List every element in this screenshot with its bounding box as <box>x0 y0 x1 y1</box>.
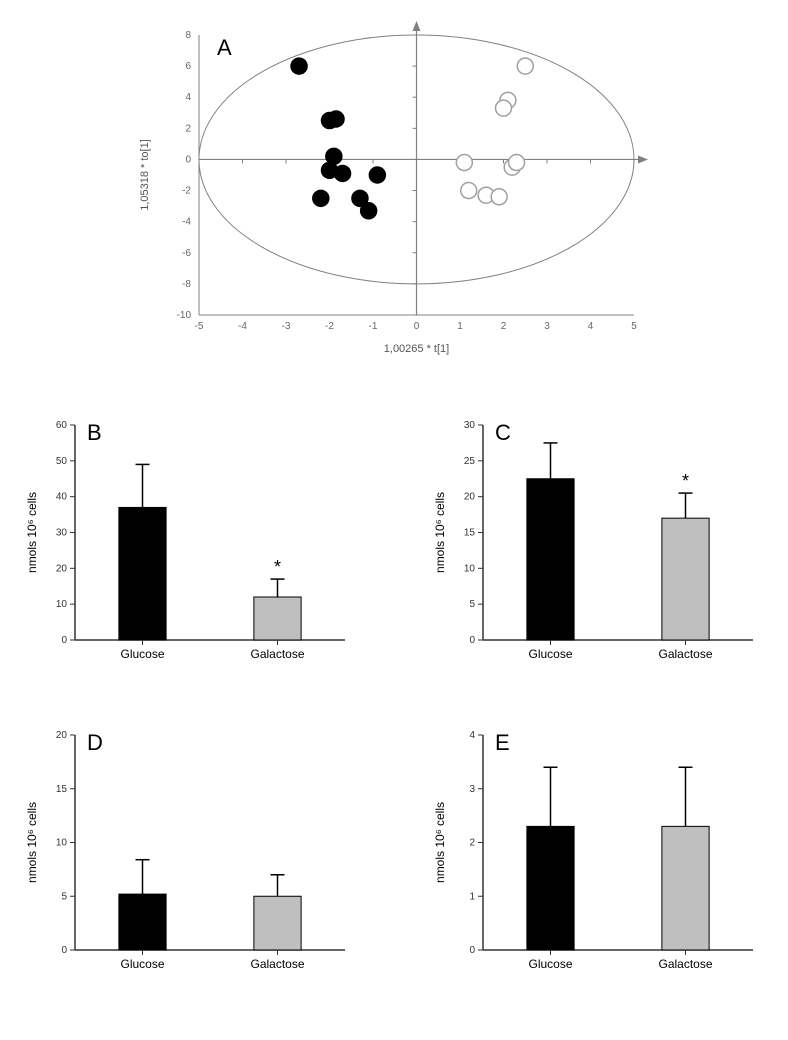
bar-chart-e: 0 1 2 3 4 nmols 10⁶ cells Glucose Galactose E <box>428 710 768 990</box>
panel-c: 0 5 10 15 20 25 30 nmols 10⁶ cells Glucose Galact… <box>428 400 768 680</box>
figure: -5-4-3-2-1012345-10-8-6-4-2024681,00265 … <box>20 20 768 990</box>
row-bc: 0102030405060nmols 10⁶ cellsGlucoseGalac… <box>20 400 768 680</box>
svg-text:nmols 10⁶ cells: nmols 10⁶ cells <box>25 492 39 573</box>
svg-text:Galactose: Galactose <box>658 957 712 971</box>
panel-a: -5-4-3-2-1012345-10-8-6-4-2024681,00265 … <box>134 20 654 360</box>
svg-text:-2: -2 <box>325 321 334 332</box>
svg-text:-4: -4 <box>238 321 247 332</box>
svg-text:*: * <box>682 471 689 491</box>
svg-text:0: 0 <box>469 945 475 956</box>
svg-text:-4: -4 <box>182 217 191 228</box>
svg-text:*: * <box>274 557 281 577</box>
svg-text:30: 30 <box>464 420 476 431</box>
svg-text:E: E <box>495 730 510 755</box>
svg-text:3: 3 <box>544 321 550 332</box>
svg-text:0: 0 <box>414 321 420 332</box>
panel-b: 0 10 20 30 40 50 60 nmols 10⁶ cells Glucose Galac… <box>20 400 360 680</box>
svg-text:2: 2 <box>469 838 475 849</box>
scatter-plot: -5-4-3-2-1012345-10-8-6-4-2024681,00265 … <box>134 20 654 360</box>
svg-text:2: 2 <box>185 123 191 134</box>
svg-text:6: 6 <box>185 61 191 72</box>
svg-text:3: 3 <box>469 784 475 795</box>
svg-text:50: 50 <box>56 456 68 467</box>
svg-text:4: 4 <box>588 321 594 332</box>
bar-chart-c: 0 5 10 15 20 25 30 nmols 10⁶ cells Glucose Galact… <box>428 400 768 680</box>
svg-text:1: 1 <box>469 891 475 902</box>
svg-text:0: 0 <box>61 635 67 646</box>
svg-text:40: 40 <box>56 492 68 503</box>
svg-text:-2: -2 <box>182 186 191 197</box>
svg-text:nmols 10⁶ cells: nmols 10⁶ cells <box>25 802 39 883</box>
svg-text:15: 15 <box>464 528 476 539</box>
svg-text:8: 8 <box>185 30 191 41</box>
svg-text:2: 2 <box>501 321 507 332</box>
svg-text:20: 20 <box>56 563 68 574</box>
svg-text:5: 5 <box>631 321 637 332</box>
svg-text:10: 10 <box>56 599 68 610</box>
bar-chart-d: 0 5 10 15 20 nmols 10⁶ cells Glucose Galactose D <box>20 710 360 990</box>
svg-text:D: D <box>87 730 103 755</box>
svg-text:4: 4 <box>185 92 191 103</box>
svg-text:4: 4 <box>469 730 475 741</box>
svg-text:30: 30 <box>56 528 68 539</box>
svg-text:-6: -6 <box>182 248 191 259</box>
svg-text:nmols 10⁶ cells: nmols 10⁶ cells <box>433 492 447 573</box>
svg-text:1,05318 * to[1]: 1,05318 * to[1] <box>139 139 151 211</box>
svg-text:nmols 10⁶ cells: nmols 10⁶ cells <box>433 802 447 883</box>
svg-text:-1: -1 <box>369 321 378 332</box>
svg-text:20: 20 <box>464 492 476 503</box>
svg-text:-3: -3 <box>282 321 291 332</box>
svg-text:1: 1 <box>457 321 463 332</box>
svg-text:20: 20 <box>56 730 68 741</box>
svg-text:15: 15 <box>56 784 68 795</box>
bar-chart-b: 0 10 20 30 40 50 60 nmols 10⁶ cells Glucose Galac… <box>20 400 360 680</box>
svg-text:Glucose: Glucose <box>120 957 164 971</box>
svg-text:1,00265 * t[1]: 1,00265 * t[1] <box>384 343 449 355</box>
svg-text:25: 25 <box>464 456 476 467</box>
svg-text:A: A <box>217 35 232 60</box>
row-de: 05101520nmols 10⁶ cellsGlucoseGalactoseD… <box>20 710 768 990</box>
svg-text:Glucose: Glucose <box>528 957 572 971</box>
svg-text:5: 5 <box>61 891 67 902</box>
svg-text:0: 0 <box>185 154 191 165</box>
panel-d: 0 5 10 15 20 nmols 10⁶ cells Glucose Galactose D <box>20 710 360 990</box>
svg-text:10: 10 <box>56 838 68 849</box>
svg-text:0: 0 <box>469 635 475 646</box>
svg-text:-10: -10 <box>177 310 192 321</box>
svg-text:10: 10 <box>464 563 476 574</box>
svg-text:5: 5 <box>469 599 475 610</box>
svg-text:Glucose: Glucose <box>528 647 572 661</box>
svg-text:60: 60 <box>56 420 68 431</box>
svg-text:Glucose: Glucose <box>120 647 164 661</box>
svg-text:0: 0 <box>61 945 67 956</box>
svg-text:C: C <box>495 420 511 445</box>
svg-text:Galactose: Galactose <box>250 957 304 971</box>
svg-text:-8: -8 <box>182 279 191 290</box>
svg-text:Galactose: Galactose <box>658 647 712 661</box>
svg-text:B: B <box>87 420 102 445</box>
svg-text:Galactose: Galactose <box>250 647 304 661</box>
svg-text:-5: -5 <box>195 321 204 332</box>
panel-e: 0 1 2 3 4 nmols 10⁶ cells Glucose Galactose E <box>428 710 768 990</box>
